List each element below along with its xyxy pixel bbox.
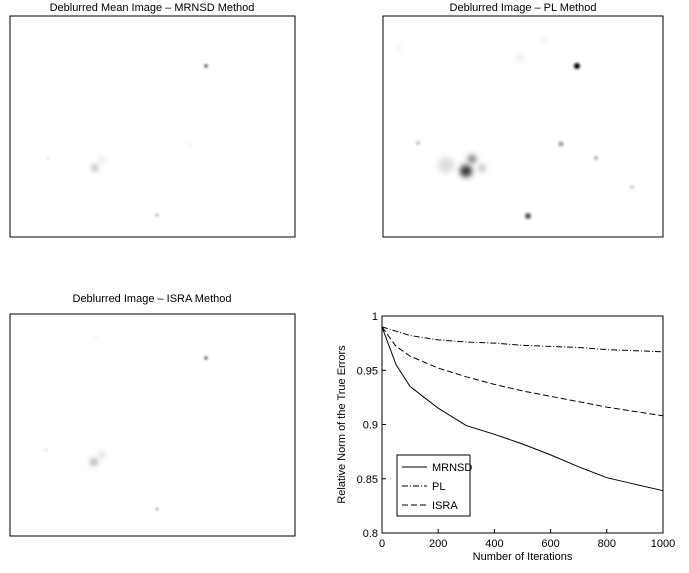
x-tick-label: 400 xyxy=(485,538,503,550)
image-title: Deblurred Image – ISRA Method xyxy=(73,293,232,305)
y-axis-label: Relative Norm of the True Errors xyxy=(336,345,348,504)
x-tick-label: 800 xyxy=(598,538,616,550)
x-tick-label: 0 xyxy=(379,538,385,550)
image xyxy=(9,15,296,238)
y-tick-label: 1 xyxy=(372,311,378,323)
line xyxy=(381,326,664,353)
x-tick-label: 600 xyxy=(541,538,559,550)
x-axis-label: Number of Iterations xyxy=(473,551,573,563)
image xyxy=(9,313,296,537)
y-tick-label: 0.85 xyxy=(357,474,378,486)
legend-label: MRNSD xyxy=(432,462,472,474)
legend-label: ISRA xyxy=(432,500,458,512)
x-tick-label: 200 xyxy=(429,538,447,550)
y-tick-label: 0.8 xyxy=(363,528,378,540)
legend-box xyxy=(396,454,471,517)
image-title: Deblurred Mean Image – MRNSD Method xyxy=(50,2,255,14)
legend: MRNSD PL ISRA xyxy=(396,454,472,517)
y-tick-label: 0.9 xyxy=(363,420,378,432)
image-title: Deblurred Image – PL Method xyxy=(450,2,597,14)
line xyxy=(381,326,664,492)
line xyxy=(381,326,664,417)
legend-label: PL xyxy=(432,481,445,493)
y-tick-label: 0.95 xyxy=(357,365,378,377)
x-tick-label: 1000 xyxy=(651,538,675,550)
image xyxy=(382,15,664,238)
